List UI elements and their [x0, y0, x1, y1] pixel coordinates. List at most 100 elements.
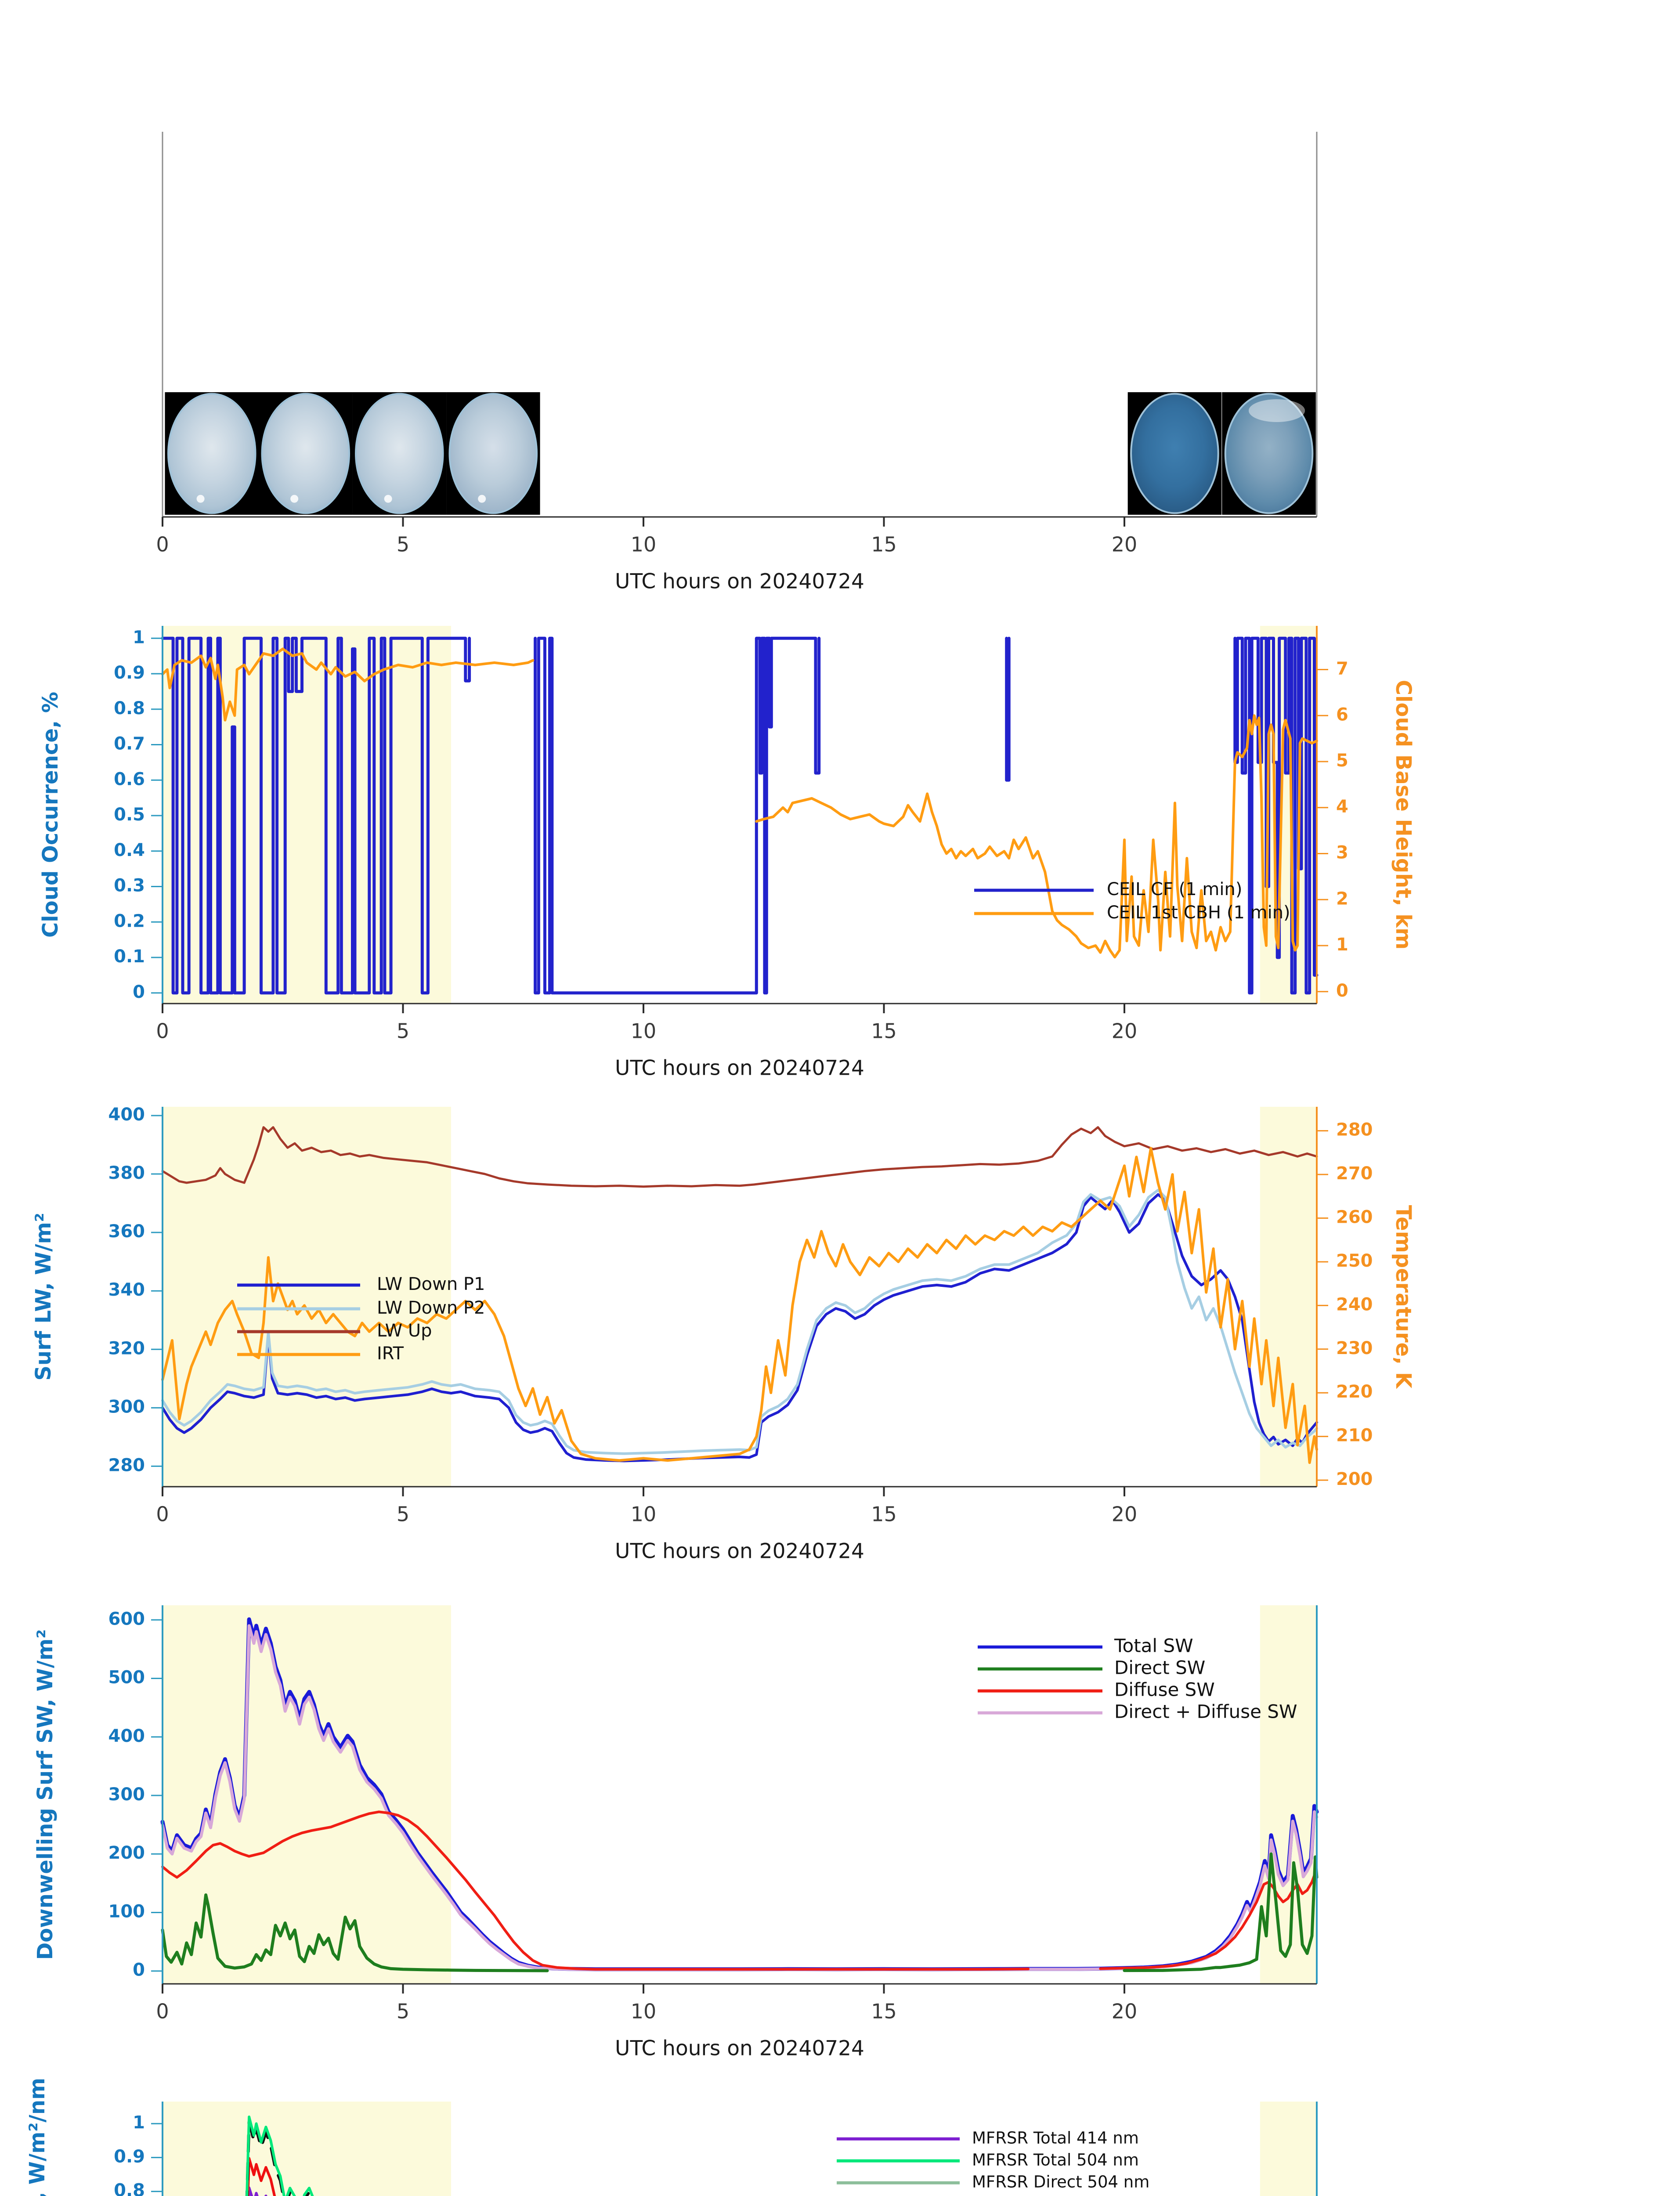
sky-image — [446, 392, 540, 515]
series-ceil-1st-cbh-1-min- — [161, 647, 1318, 959]
sky-image-fisheye — [448, 393, 538, 514]
y-tick-label: 0 — [133, 982, 145, 1002]
y-tick-label: 380 — [108, 1163, 145, 1183]
series-irt — [161, 1147, 1318, 1464]
panel-sky: 0 5 10 15 20 UTC hours on 20240724 — [156, 132, 1318, 594]
daylight-band — [1260, 2102, 1317, 2196]
y-tick-label: 0.9 — [114, 2146, 145, 2167]
daylight-band — [163, 626, 451, 1004]
legend-label: LW Down P2 — [377, 1298, 485, 1318]
legend-label: Direct + Diffuse SW — [1114, 1701, 1297, 1723]
y-tick-label: 320 — [108, 1338, 145, 1358]
x-tick-label: 5 — [397, 1019, 409, 1043]
y2-tick-label: 220 — [1336, 1382, 1373, 1402]
y2-tick-label: 1 — [1336, 935, 1348, 955]
y2-tick-label: 280 — [1336, 1120, 1373, 1140]
legend-label: MFRSR Total 504 nm — [972, 2151, 1139, 2170]
x-tick-label: 10 — [631, 2000, 657, 2023]
series-direct-diffuse-sw — [161, 1624, 1319, 1971]
y-tick-label: 400 — [108, 1726, 145, 1746]
x-tick-label: 0 — [156, 533, 169, 556]
y2-tick-label: 270 — [1336, 1163, 1373, 1184]
legend-label: MFRSR Direct 504 nm — [972, 2173, 1149, 2192]
sun-glint — [196, 495, 205, 503]
sun-glint — [384, 495, 392, 503]
x-tick-label: 20 — [1112, 1019, 1138, 1043]
panel-nb: 00.10.20.30.40.50.60.70.80.91Downwelling… — [25, 2078, 1318, 2196]
legend-label: IRT — [377, 1344, 404, 1364]
x-tick-label: 15 — [871, 533, 897, 556]
y2-tick-label: 5 — [1336, 751, 1348, 771]
series-direct-sw — [161, 1852, 1319, 1972]
x-axis-label: UTC hours on 20240724 — [615, 1539, 864, 1564]
x-axis-label: UTC hours on 20240724 — [615, 1056, 864, 1080]
y-tick-label: 1 — [133, 627, 145, 647]
y-tick-label: 0.3 — [114, 876, 145, 896]
series-lw-down-p1 — [161, 1193, 1318, 1463]
x-tick-label: 10 — [631, 1503, 657, 1526]
sky-image-fisheye — [354, 393, 444, 514]
y-axis-label: Surf LW, W/m² — [31, 1213, 56, 1380]
x-tick-label: 20 — [1112, 533, 1138, 556]
y2-tick-label: 240 — [1336, 1294, 1373, 1315]
y-tick-label: 0.8 — [114, 698, 145, 719]
panel-cloud: 0 0.1 0.2 0.3 0.4 0.5 0.6 0.7 0.8 0.9 1 Cloud Occur… — [38, 626, 1416, 1080]
y-tick-label: 200 — [108, 1843, 145, 1863]
sky-image-fisheye — [167, 393, 257, 514]
y-tick-label: 600 — [108, 1609, 145, 1629]
y-tick-label: 0.4 — [114, 840, 145, 860]
legend-label: LW Up — [377, 1321, 432, 1341]
y-tick-label: 0.5 — [114, 805, 145, 825]
x-axis-label: UTC hours on 20240724 — [615, 570, 864, 594]
sun-glint — [478, 495, 486, 503]
y-tick-label: 0.8 — [114, 2181, 145, 2196]
x-tick-label: 15 — [871, 2000, 897, 2023]
y2-tick-label: 2 — [1336, 889, 1348, 909]
y2-tick-label: 260 — [1336, 1207, 1373, 1228]
x-tick-label: 0 — [156, 1503, 169, 1526]
x-tick-label: 10 — [631, 533, 657, 556]
legend-label: CEIL 1st CBH (1 min) — [1107, 903, 1290, 923]
series-ceil-cf-1-min- — [161, 636, 1319, 995]
y-tick-label: 0.2 — [114, 911, 145, 931]
sky-image-fisheye — [261, 393, 350, 514]
legend-label: LW Down P1 — [377, 1274, 485, 1294]
sky-image — [259, 392, 353, 515]
y2-tick-label: 3 — [1336, 843, 1348, 863]
y-tick-label: 300 — [108, 1397, 145, 1417]
y-tick-label: 360 — [108, 1221, 145, 1242]
y2-axis-label: Cloud Base Height, km — [1391, 680, 1416, 950]
y2-tick-label: 7 — [1336, 659, 1348, 679]
sky-image — [165, 392, 259, 515]
x-tick-label: 5 — [397, 2000, 409, 2023]
sky-image-fisheye — [1224, 393, 1314, 514]
daylight-band — [163, 1107, 451, 1487]
legend-label: Direct SW — [1114, 1657, 1205, 1679]
y2-tick-label: 4 — [1336, 797, 1348, 817]
x-tick-label: 15 — [871, 1503, 897, 1526]
daylight-band — [163, 2102, 451, 2196]
y-tick-label: 100 — [108, 1901, 145, 1922]
y2-tick-label: 200 — [1336, 1469, 1373, 1489]
x-tick-label: 10 — [631, 1019, 657, 1043]
legend-label: Total SW — [1114, 1635, 1193, 1657]
daylight-band — [163, 1605, 451, 1984]
x-tick-label: 5 — [397, 533, 409, 556]
sky-image — [352, 392, 447, 515]
y2-axis-label: Temperature, K — [1391, 1205, 1416, 1389]
series-lw-down-p2 — [161, 1188, 1318, 1455]
sky-image-fisheye — [1130, 393, 1219, 514]
sky-image — [1127, 392, 1222, 515]
x-tick-label: 0 — [156, 2000, 169, 2023]
y2-tick-label: 210 — [1336, 1426, 1373, 1446]
y-axis-label: Downwelling Surf SW, W/m² — [33, 1629, 58, 1960]
y-tick-label: 300 — [108, 1784, 145, 1805]
y-tick-label: 0.9 — [114, 663, 145, 683]
x-tick-label: 15 — [871, 1019, 897, 1043]
daylight-band — [1260, 1605, 1317, 1984]
y2-tick-label: 6 — [1336, 704, 1348, 725]
y2-tick-label: 230 — [1336, 1338, 1373, 1358]
